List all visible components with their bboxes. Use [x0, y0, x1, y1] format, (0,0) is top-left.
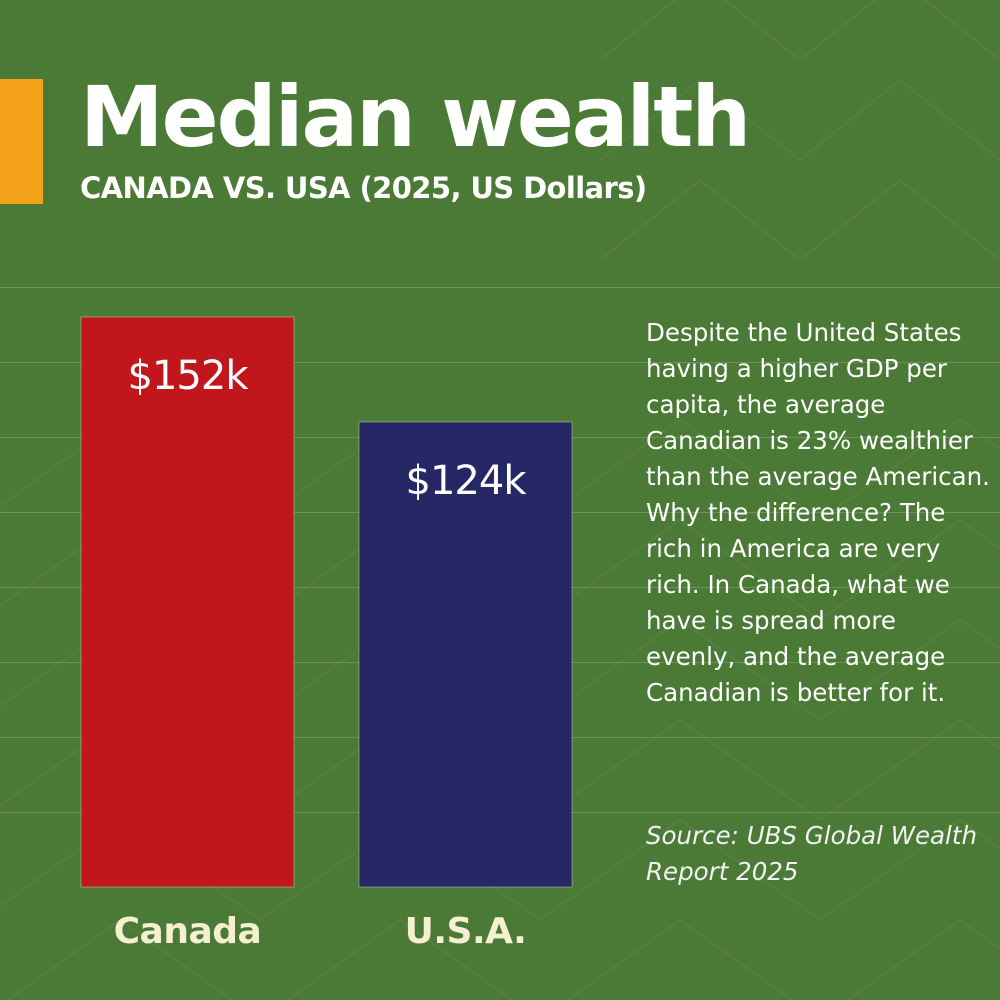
bar-u-s-a — [358, 421, 573, 888]
accent-bar — [0, 79, 43, 204]
data-label-canada: $152k — [128, 353, 250, 399]
chart-title: Median wealth — [80, 68, 751, 166]
data-label-u-s-a: $124k — [406, 458, 528, 504]
description-text: Despite the United States having a highe… — [646, 318, 990, 707]
category-label-u-s-a: U.S.A. — [405, 911, 527, 952]
chart-subtitle: CANADA VS. USA (2025, US Dollars) — [80, 171, 647, 205]
bar-canada — [80, 316, 295, 888]
category-label-canada: Canada — [114, 911, 262, 952]
source-note: Source: UBS Global Wealth Report 2025 — [646, 821, 978, 886]
